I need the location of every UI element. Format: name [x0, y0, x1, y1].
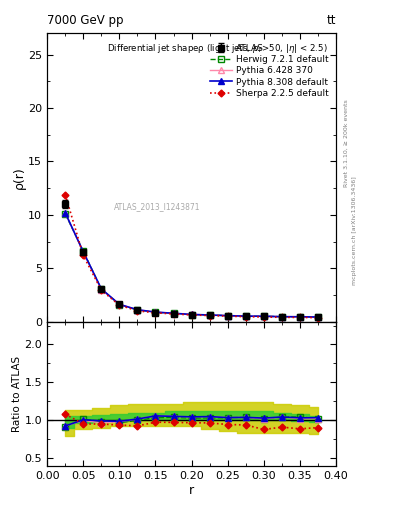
- Pythia 6.428 370: [189, 311, 194, 317]
- Pythia 8.308 default: [99, 286, 104, 292]
- Y-axis label: ρ(r): ρ(r): [13, 166, 26, 189]
- Sherpa 2.2.5 default: [316, 314, 320, 321]
- Pythia 8.308 default: [225, 312, 230, 318]
- Pythia 6.428 370: [207, 312, 212, 318]
- Sherpa 2.2.5 default: [298, 314, 302, 321]
- Pythia 8.308 default: [243, 313, 248, 319]
- Pythia 6.428 370: [279, 314, 284, 320]
- Pythia 8.308 default: [117, 301, 122, 307]
- Sherpa 2.2.5 default: [153, 310, 158, 316]
- Herwig 7.2.1 default: [316, 314, 320, 320]
- Sherpa 2.2.5 default: [171, 311, 176, 317]
- Text: tt: tt: [327, 14, 336, 27]
- Herwig 7.2.1 default: [171, 310, 176, 316]
- Pythia 8.308 default: [63, 210, 68, 216]
- Herwig 7.2.1 default: [279, 314, 284, 320]
- Herwig 7.2.1 default: [243, 313, 248, 319]
- Line: Herwig 7.2.1 default: Herwig 7.2.1 default: [62, 211, 321, 320]
- Pythia 8.308 default: [207, 312, 212, 318]
- Pythia 8.308 default: [189, 311, 194, 317]
- Sherpa 2.2.5 default: [207, 312, 212, 318]
- Text: mcplots.cern.ch [arXiv:1306.3436]: mcplots.cern.ch [arXiv:1306.3436]: [352, 176, 357, 285]
- Pythia 6.428 370: [298, 314, 302, 320]
- Herwig 7.2.1 default: [189, 311, 194, 317]
- Pythia 6.428 370: [135, 307, 140, 313]
- Sherpa 2.2.5 default: [243, 314, 248, 320]
- X-axis label: r: r: [189, 483, 194, 497]
- Sherpa 2.2.5 default: [279, 314, 284, 321]
- Text: ATLAS_2013_I1243871: ATLAS_2013_I1243871: [114, 202, 200, 211]
- Text: 7000 GeV pp: 7000 GeV pp: [47, 14, 124, 27]
- Pythia 6.428 370: [153, 309, 158, 315]
- Herwig 7.2.1 default: [298, 314, 302, 320]
- Herwig 7.2.1 default: [207, 312, 212, 318]
- Sherpa 2.2.5 default: [99, 287, 104, 293]
- Herwig 7.2.1 default: [135, 307, 140, 313]
- Pythia 8.308 default: [261, 313, 266, 319]
- Pythia 8.308 default: [171, 310, 176, 316]
- Sherpa 2.2.5 default: [189, 312, 194, 318]
- Pythia 6.428 370: [63, 210, 68, 216]
- Pythia 8.308 default: [153, 309, 158, 315]
- Pythia 8.308 default: [135, 307, 140, 313]
- Line: Sherpa 2.2.5 default: Sherpa 2.2.5 default: [63, 192, 320, 320]
- Pythia 6.428 370: [117, 302, 122, 308]
- Sherpa 2.2.5 default: [135, 308, 140, 314]
- Line: Pythia 6.428 370: Pythia 6.428 370: [62, 209, 321, 321]
- Pythia 8.308 default: [298, 314, 302, 320]
- Herwig 7.2.1 default: [225, 312, 230, 318]
- Pythia 6.428 370: [243, 313, 248, 319]
- Sherpa 2.2.5 default: [81, 252, 86, 259]
- Line: Pythia 8.308 default: Pythia 8.308 default: [62, 209, 321, 321]
- Sherpa 2.2.5 default: [117, 302, 122, 308]
- Herwig 7.2.1 default: [63, 211, 68, 217]
- Pythia 8.308 default: [279, 314, 284, 320]
- Herwig 7.2.1 default: [117, 302, 122, 308]
- Pythia 8.308 default: [81, 249, 86, 255]
- Legend: ATLAS, Herwig 7.2.1 default, Pythia 6.428 370, Pythia 8.308 default, Sherpa 2.2.: ATLAS, Herwig 7.2.1 default, Pythia 6.42…: [208, 42, 330, 99]
- Pythia 6.428 370: [171, 310, 176, 316]
- Pythia 6.428 370: [99, 287, 104, 293]
- Pythia 6.428 370: [316, 314, 320, 320]
- Pythia 8.308 default: [316, 314, 320, 320]
- Herwig 7.2.1 default: [261, 313, 266, 319]
- Herwig 7.2.1 default: [81, 248, 86, 254]
- Sherpa 2.2.5 default: [261, 314, 266, 320]
- Herwig 7.2.1 default: [153, 309, 158, 315]
- Sherpa 2.2.5 default: [225, 313, 230, 319]
- Pythia 6.428 370: [225, 312, 230, 318]
- Pythia 6.428 370: [261, 313, 266, 319]
- Text: Differential jet shapeρ (light jets, $p_T$>50, $|\eta|$ < 2.5): Differential jet shapeρ (light jets, $p_…: [107, 42, 327, 55]
- Y-axis label: Ratio to ATLAS: Ratio to ATLAS: [12, 356, 22, 432]
- Text: Rivet 3.1.10, ≥ 200k events: Rivet 3.1.10, ≥ 200k events: [344, 99, 349, 187]
- Pythia 6.428 370: [81, 249, 86, 255]
- Sherpa 2.2.5 default: [63, 191, 68, 198]
- Herwig 7.2.1 default: [99, 286, 104, 292]
